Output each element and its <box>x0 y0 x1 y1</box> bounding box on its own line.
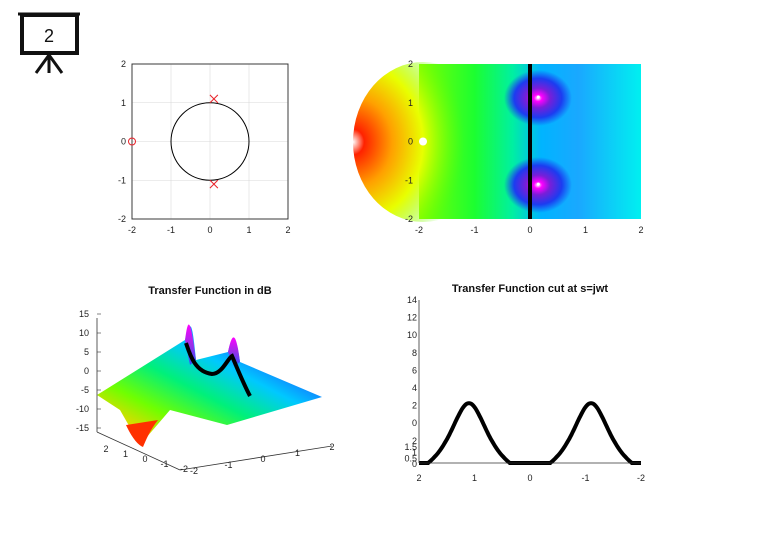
pole-stroke <box>209 179 219 189</box>
y-tick-label: 6 <box>412 365 417 375</box>
z-tick-label: -10 <box>76 404 89 414</box>
pole-zero-plot: -2 -1 0 1 2 -2 -1 0 1 2 <box>118 59 291 235</box>
cut-area <box>418 319 642 465</box>
x-tick-label: 2 <box>416 473 421 483</box>
heatmap-field <box>353 62 641 222</box>
y-tick-label: 0 <box>412 459 417 469</box>
x-tick-label: 0 <box>207 225 212 235</box>
pole-marker <box>209 179 219 189</box>
y-tick-label: 1 <box>412 448 417 458</box>
x-tick-label: -1 <box>470 225 478 235</box>
magnitude-heatmap: -2 -1 0 1 2 -2 -1 0 1 2 <box>353 59 644 235</box>
x-tick-label: -2 <box>128 225 136 235</box>
pole-point <box>536 95 540 99</box>
y-tick-label: 10 <box>407 330 417 340</box>
y-tick-label: 2 <box>408 59 413 69</box>
x-tick-label: 2 <box>638 225 643 235</box>
x-tick-label: 2 <box>285 225 290 235</box>
y-tick-label: 12 <box>407 313 417 323</box>
y-tick-label: 1 <box>121 98 126 108</box>
y-tick-label: -2 <box>118 214 126 224</box>
y-tick-label: 8 <box>412 348 417 358</box>
y-tick-label: 0 <box>408 137 413 147</box>
y-axis <box>96 431 181 471</box>
z-tick-label: 0 <box>84 366 89 376</box>
zero-point <box>419 137 427 146</box>
z-tick-label: -15 <box>76 423 89 433</box>
y-tick-label: 1.5 <box>404 442 417 452</box>
x-tick-label: -2 <box>190 466 198 476</box>
y-tick-label: -1 <box>405 175 413 185</box>
y-tick-label: 1 <box>123 449 128 459</box>
x-tick-label: 1 <box>583 225 588 235</box>
x-tick-label: -1 <box>167 225 175 235</box>
x-tick-label: 0 <box>260 454 265 464</box>
y-tick-label: 0 <box>142 454 147 464</box>
x-tick-label: 0 <box>527 225 532 235</box>
surface-title: Transfer Function in dB <box>148 285 272 297</box>
x-tick-label: -2 <box>415 225 423 235</box>
cut-plot: Transfer Function cut at s=jwt 2 1 0 -1 -214… <box>404 283 645 483</box>
z-tick-label: -5 <box>81 385 89 395</box>
surface-mesh <box>97 324 322 447</box>
y-tick-label: 0.5 <box>404 453 417 463</box>
y-tick-label: 2 <box>103 444 108 454</box>
x-axis <box>179 445 333 471</box>
presentation-board-icon: 2 <box>18 12 80 74</box>
x-tick-label: -1 <box>581 473 589 483</box>
zero-marker <box>128 137 136 146</box>
y-tick-label: -2 <box>405 214 413 224</box>
z-tick-label: 10 <box>79 328 89 338</box>
y-tick-label: 4 <box>412 383 417 393</box>
z-tick-label: 5 <box>84 347 89 357</box>
y-tick-label: 2 <box>412 401 417 411</box>
y-tick-label: -1 <box>118 175 126 185</box>
y-tick-label: -1 <box>160 459 168 469</box>
slide-number: 2 <box>44 26 54 46</box>
x-tick-label: 1 <box>295 448 300 458</box>
pole-point <box>536 182 540 186</box>
z-tick-label: 15 <box>79 309 89 319</box>
x-tick-label: 2 <box>329 442 334 452</box>
x-tick-label: -2 <box>637 473 645 483</box>
x-tick-label: -1 <box>224 460 232 470</box>
y-tick-label: 14 <box>407 295 417 305</box>
y-tick-label: 2 <box>121 59 126 69</box>
y-tick-label: 1 <box>408 98 413 108</box>
pole-marker <box>209 94 219 104</box>
cut-title: Transfer Function cut at s=jwt <box>452 283 609 295</box>
x-tick-label: 1 <box>472 473 477 483</box>
y-tick-label: 0 <box>121 137 126 147</box>
x-tick-label: 1 <box>246 225 251 235</box>
plot-border <box>131 63 289 220</box>
y-tick-label: 0 <box>412 418 417 428</box>
y-tick-label: 2 <box>412 436 417 446</box>
pole-stroke <box>209 94 219 104</box>
x-tick-label: 0 <box>527 473 532 483</box>
